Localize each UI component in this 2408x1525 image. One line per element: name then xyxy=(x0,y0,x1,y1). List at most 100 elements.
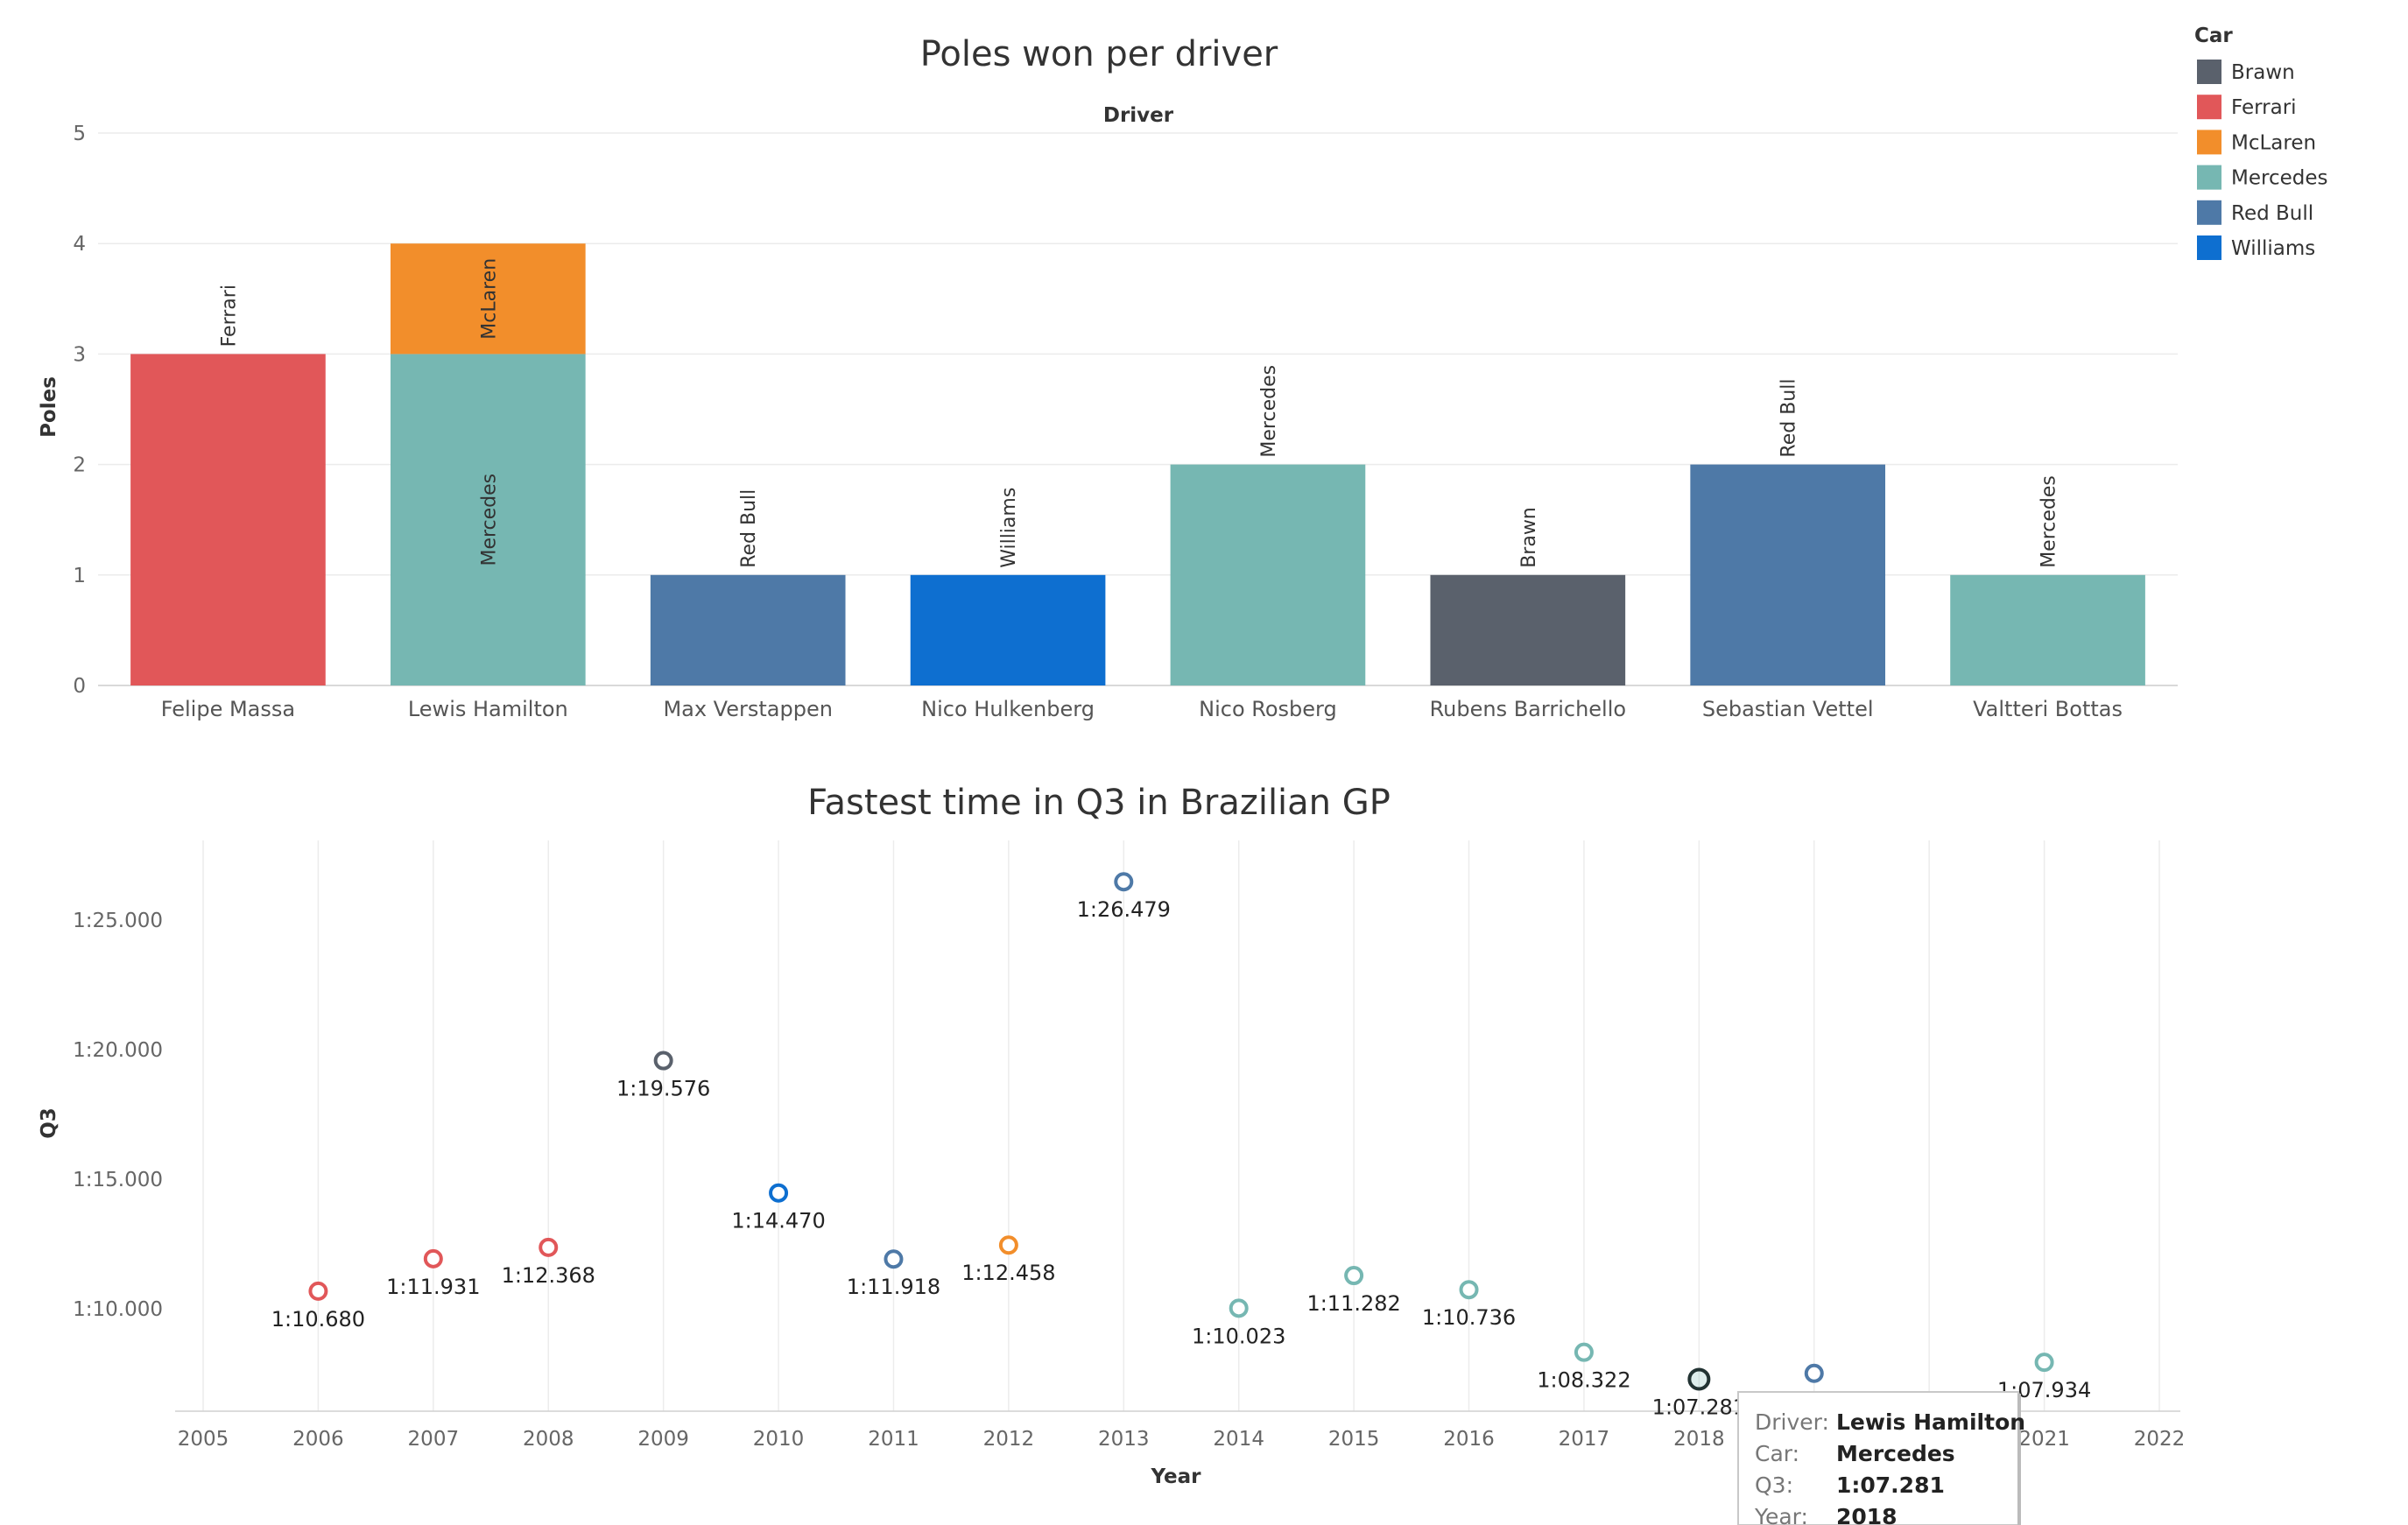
bar-category-label: Rubens Barrichello xyxy=(1430,697,1627,721)
scatter-point-label: 1:14.470 xyxy=(731,1209,825,1233)
bar-segment[interactable] xyxy=(1690,464,1886,685)
legend-title: Car xyxy=(2194,25,2233,47)
bar-segment-label: Mercedes xyxy=(1258,365,1280,458)
bar-segment[interactable] xyxy=(650,574,846,685)
legend-swatch-williams[interactable] xyxy=(2197,235,2221,260)
legend-swatch-mclaren[interactable] xyxy=(2197,130,2221,155)
scatter-point-label: 1:12.458 xyxy=(961,1261,1055,1285)
bar-chart-title: Poles won per driver xyxy=(920,34,1278,74)
scatter-point-label: 1:11.282 xyxy=(1306,1291,1400,1316)
bar-y-tick-label: 3 xyxy=(73,343,86,366)
scatter-point-label: 1:07.281 xyxy=(1652,1395,1746,1419)
scatter-x-tick-label: 2010 xyxy=(753,1428,805,1451)
bar-segment[interactable] xyxy=(1170,464,1366,685)
legend-label[interactable]: Williams xyxy=(2231,237,2315,260)
scatter-x-tick-label: 2018 xyxy=(1673,1428,1725,1451)
tooltip-value: 1:07.281 xyxy=(1836,1472,1945,1498)
bar-segment-label: Mercedes xyxy=(478,474,500,566)
bar-segment[interactable] xyxy=(390,354,586,685)
bar-category-label: Nico Hulkenberg xyxy=(921,697,1095,721)
bar-y-tick-label: 5 xyxy=(73,123,86,145)
scatter-y-tick-label: 1:20.000 xyxy=(73,1039,163,1062)
legend-label[interactable]: Ferrari xyxy=(2231,96,2297,119)
legend-label[interactable]: McLaren xyxy=(2231,131,2316,154)
scatter-x-tick-label: 2012 xyxy=(983,1428,1035,1451)
scatter-point[interactable] xyxy=(1687,1367,1711,1391)
scatter-x-tick-label: 2015 xyxy=(1328,1428,1380,1451)
scatter-point[interactable] xyxy=(1459,1280,1479,1300)
scatter-point[interactable] xyxy=(884,1249,904,1269)
bar-category-label: Valtteri Bottas xyxy=(1973,697,2123,721)
scatter-point-label: 1:10.680 xyxy=(271,1307,365,1332)
bar-segment[interactable] xyxy=(1950,574,2145,685)
scatter-point[interactable] xyxy=(539,1237,559,1257)
tooltip-value: Lewis Hamilton xyxy=(1836,1409,2025,1435)
scatter-point[interactable] xyxy=(653,1051,673,1071)
bar-segment-label: Williams xyxy=(998,488,1020,568)
scatter-x-tick-label: 2016 xyxy=(1443,1428,1495,1451)
bar-category-label: Max Verstappen xyxy=(663,697,833,721)
scatter-point[interactable] xyxy=(2034,1353,2054,1373)
bar-segment[interactable] xyxy=(130,354,326,685)
scatter-x-tick-label: 2011 xyxy=(868,1428,919,1451)
bar-y-tick-label: 2 xyxy=(73,454,86,477)
tooltip-key: Car: xyxy=(1755,1441,1799,1466)
scatter-y-axis-title: Q3 xyxy=(38,1107,60,1139)
scatter-x-tick-label: 2021 xyxy=(2018,1428,2070,1451)
legend-label[interactable]: Mercedes xyxy=(2231,167,2327,190)
legend-swatch-red-bull[interactable] xyxy=(2197,200,2221,225)
bar-segment-label: McLaren xyxy=(478,258,500,340)
scatter-x-tick-label: 2022 xyxy=(2134,1428,2186,1451)
scatter-y-tick-label: 1:10.000 xyxy=(73,1298,163,1321)
scatter-point[interactable] xyxy=(308,1281,328,1301)
scatter-point[interactable] xyxy=(1574,1342,1594,1362)
bar-y-tick-label: 0 xyxy=(73,675,86,698)
tooltip-value: 2018 xyxy=(1836,1504,1898,1525)
scatter-x-tick-label: 2008 xyxy=(523,1428,574,1451)
bar-category-label: Lewis Hamilton xyxy=(408,697,568,721)
scatter-point-label: 1:12.368 xyxy=(502,1263,595,1288)
legend-swatch-mercedes[interactable] xyxy=(2197,165,2221,190)
scatter-point[interactable] xyxy=(1804,1363,1824,1383)
bar-category-label: Nico Rosberg xyxy=(1199,697,1337,721)
bar-segment-label: Red Bull xyxy=(738,489,760,568)
scatter-point[interactable] xyxy=(1229,1298,1249,1318)
poles-bar-chart: Poles won per driver Driver Poles 0 1 2 3 4 5… xyxy=(38,34,2178,721)
scatter-y-tick-label: 1:15.000 xyxy=(73,1169,163,1191)
tooltip: Driver: Lewis Hamilton Car: Mercedes Q3: 1:07… xyxy=(1737,1391,2025,1525)
scatter-x-tick-label: 2007 xyxy=(408,1428,460,1451)
bar-segment-label: Red Bull xyxy=(1778,379,1800,458)
bar-chart-y-axis-title: Poles xyxy=(38,376,60,438)
scatter-point[interactable] xyxy=(769,1183,789,1203)
scatter-point-label: 1:11.918 xyxy=(847,1275,940,1299)
tooltip-key: Q3: xyxy=(1755,1472,1793,1498)
bar-segment-label: Ferrari xyxy=(218,285,240,347)
scatter-x-tick-label: 2013 xyxy=(1098,1428,1150,1451)
scatter-point-label: 1:10.023 xyxy=(1192,1324,1285,1348)
scatter-x-axis-title: Year xyxy=(1150,1465,1201,1488)
scatter-point[interactable] xyxy=(423,1248,443,1268)
scatter-chart-title: Fastest time in Q3 in Brazilian GP xyxy=(807,783,1391,823)
q3-scatter-chart: Fastest time in Q3 in Brazilian GP Q3 Ye… xyxy=(38,783,2185,1488)
scatter-point-label: 1:08.322 xyxy=(1537,1368,1630,1393)
tooltip-key: Year: xyxy=(1754,1504,1808,1525)
scatter-x-tick-label: 2009 xyxy=(637,1428,689,1451)
legend-label[interactable]: Red Bull xyxy=(2231,202,2313,225)
bar-segment[interactable] xyxy=(910,574,1106,685)
legend-label[interactable]: Brawn xyxy=(2231,61,2295,84)
scatter-point[interactable] xyxy=(1344,1266,1364,1286)
scatter-x-tick-label: 2014 xyxy=(1213,1428,1264,1451)
bar-segment-label: Mercedes xyxy=(2038,475,2060,568)
bar-segment[interactable] xyxy=(1430,574,1626,685)
scatter-point-label: 1:26.479 xyxy=(1077,897,1171,922)
legend-swatch-ferrari[interactable] xyxy=(2197,95,2221,120)
scatter-point[interactable] xyxy=(998,1235,1018,1255)
bar-segment[interactable] xyxy=(390,243,586,355)
bar-chart-header: Driver xyxy=(1103,104,1174,127)
scatter-point[interactable] xyxy=(1114,872,1134,892)
bar-category-label: Sebastian Vettel xyxy=(1702,697,1874,721)
legend: Car Brawn Ferrari McLaren Mercedes Red Bull W… xyxy=(2194,25,2327,260)
legend-swatch-brawn[interactable] xyxy=(2197,60,2221,84)
bar-y-tick-label: 1 xyxy=(73,565,86,587)
